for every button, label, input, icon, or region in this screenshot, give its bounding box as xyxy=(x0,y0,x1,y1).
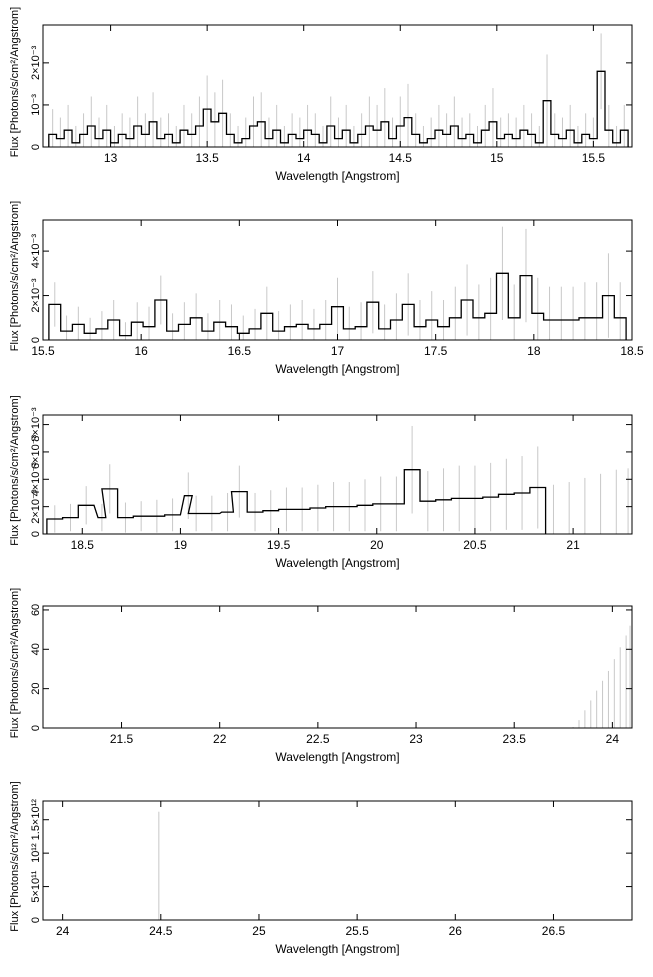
x-tick-label: 15 xyxy=(490,151,504,165)
y-tick-label: 0 xyxy=(30,144,42,150)
y-tick-label: 0 xyxy=(30,531,42,537)
x-tick-label: 14.5 xyxy=(389,151,413,165)
y-axis-label: Flux [Photons/s/cm²/Angstrom] xyxy=(9,395,21,545)
y-tick-label: 60 xyxy=(30,604,42,616)
x-tick-label: 20.5 xyxy=(463,538,487,552)
x-tick-label: 21.5 xyxy=(110,732,134,746)
spectrum-panel-2: 15.5 16 16.5 17 17.5 18 18.5 0 2×10⁻³ 4×10⁻³ Wavel… xyxy=(9,201,644,376)
y-tick-label: 4×10⁻³ xyxy=(30,234,42,269)
x-tick-label: 22 xyxy=(213,732,227,746)
y-tick-label: 5×10¹¹ xyxy=(30,870,42,902)
plot-frame xyxy=(42,605,633,729)
y-tick-label: 20 xyxy=(30,683,42,695)
x-tick-label: 20 xyxy=(370,538,384,552)
y-tick-label: 0 xyxy=(30,725,42,731)
x-tick-label: 14 xyxy=(297,151,311,165)
flux-step-line xyxy=(46,469,547,534)
x-tick-label: 16.5 xyxy=(228,344,252,358)
x-tick-label: 26.5 xyxy=(542,924,566,938)
y-axis-label: Flux [Photons/s/cm²/Angstrom] xyxy=(9,588,21,738)
y-tick-label: 40 xyxy=(30,643,42,655)
x-axis-label: Wavelength [Angstrom] xyxy=(275,942,399,956)
x-tick-label: 18.5 xyxy=(71,538,95,552)
x-tick-label: 24 xyxy=(56,924,70,938)
x-tick-label: 23.5 xyxy=(503,732,527,746)
x-tick-label: 15.5 xyxy=(582,151,606,165)
x-tick-label: 25.5 xyxy=(345,924,369,938)
y-tick-label: 10¹² xyxy=(30,843,42,863)
x-tick-label: 16 xyxy=(134,344,148,358)
y-tick-label: 0 xyxy=(30,337,42,343)
y-tick-label: 0 xyxy=(30,917,42,923)
y-tick-label: 2×10⁻³ xyxy=(30,45,42,80)
y-axis-label: Flux [Photons/s/cm²/Angstrom] xyxy=(9,781,21,931)
y-tick-label: 1.5×10¹² xyxy=(30,799,42,841)
x-tick-label: 17.5 xyxy=(424,344,448,358)
y-axis-label: Flux [Photons/s/cm²/Angstrom] xyxy=(9,201,21,351)
y-tick-label: 4×10⁻³ xyxy=(30,462,42,497)
plot-frame xyxy=(42,24,633,148)
y-tick-label: 2×10⁻³ xyxy=(30,278,42,313)
x-tick-label: 26 xyxy=(449,924,463,938)
x-tick-label: 25 xyxy=(252,924,266,938)
x-axis-label: Wavelength [Angstrom] xyxy=(275,362,399,376)
plot-frame xyxy=(42,800,633,921)
spectrum-panel-5: 24 24.5 25 25.5 26 26.5 0 5×10¹¹ 10¹² 1.5×10¹² Wav… xyxy=(9,781,633,956)
x-tick-label: 24.5 xyxy=(149,924,173,938)
y-tick-label: 6×10⁻³ xyxy=(30,434,42,469)
x-tick-label: 24 xyxy=(606,732,620,746)
x-tick-label: 18.5 xyxy=(620,344,644,358)
y-tick-label: 8×10⁻³ xyxy=(30,407,42,442)
x-tick-label: 19.5 xyxy=(267,538,291,552)
x-tick-label: 18 xyxy=(527,344,541,358)
x-axis-label: Wavelength [Angstrom] xyxy=(275,169,399,183)
x-tick-label: 17 xyxy=(331,344,345,358)
spectrum-panel-1: 13 13.5 14 14.5 15 15.5 0 10⁻³ 2×10⁻³ Wavelength … xyxy=(9,7,633,183)
spectrum-panel-4: 21.5 22 22.5 23 23.5 24 0 20 40 60 Wavelength [Ang… xyxy=(9,588,633,764)
x-axis-label: Wavelength [Angstrom] xyxy=(275,556,399,570)
x-tick-label: 22.5 xyxy=(306,732,330,746)
x-tick-label: 13 xyxy=(104,151,118,165)
y-axis-label: Flux [Photons/s/cm²/Angstrom] xyxy=(9,7,21,157)
x-tick-label: 15.5 xyxy=(31,344,55,358)
spectrum-panel-3: 18.5 19 19.5 20 20.5 21 0 2×10⁻³4×10⁻³6×10⁻³8×1… xyxy=(9,395,633,570)
x-tick-label: 19 xyxy=(174,538,188,552)
x-tick-label: 13.5 xyxy=(195,151,219,165)
flux-step-line xyxy=(48,70,629,147)
x-tick-label: 21 xyxy=(566,538,580,552)
y-tick-label: 10⁻³ xyxy=(30,94,42,116)
plot-frame xyxy=(42,414,633,535)
y-tick-label: 2×10⁻³ xyxy=(30,489,42,524)
x-tick-label: 23 xyxy=(409,732,423,746)
x-axis-label: Wavelength [Angstrom] xyxy=(275,750,399,764)
flux-step-line xyxy=(48,272,627,340)
